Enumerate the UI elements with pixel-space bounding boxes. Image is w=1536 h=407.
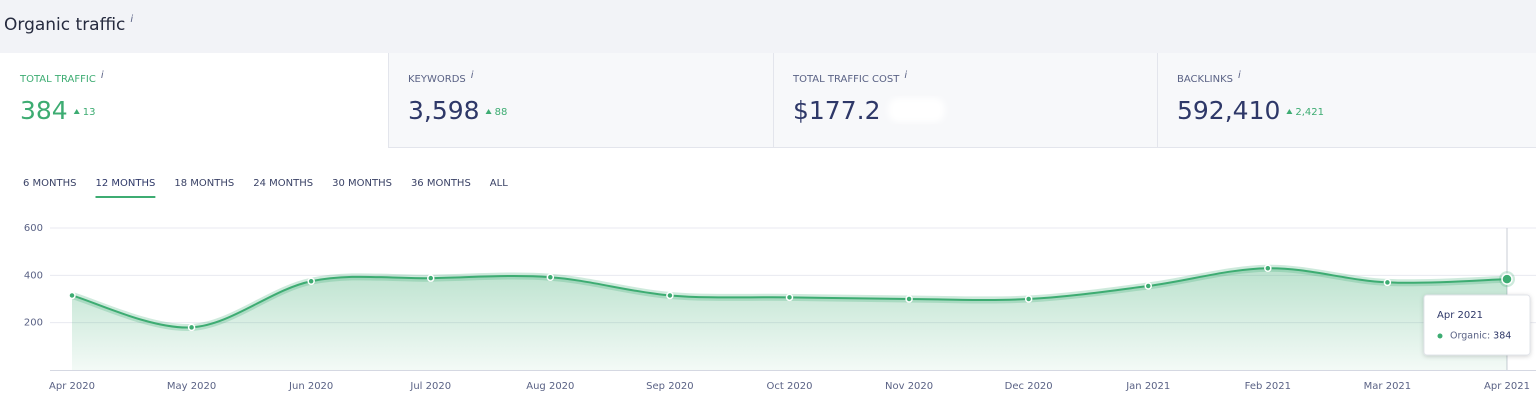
point xyxy=(1383,278,1392,287)
period-tab[interactable]: 30 MONTHS xyxy=(332,178,392,189)
y-tick-label: 400 xyxy=(24,270,43,281)
period-tab[interactable]: ALL xyxy=(490,178,508,189)
metric-label: BACKLINKS xyxy=(1177,74,1233,85)
info-icon: i xyxy=(471,70,474,81)
period-tab[interactable]: 36 MONTHS xyxy=(411,178,471,189)
x-tick-label: Oct 2020 xyxy=(767,381,813,392)
x-tick-label: Jan 2021 xyxy=(1125,381,1170,392)
tooltip-series: Organic: xyxy=(1450,331,1490,342)
point xyxy=(666,291,674,300)
active-tab-underline xyxy=(95,196,156,198)
metric-value: 3,598 xyxy=(408,96,480,125)
y-tick-label: 200 xyxy=(24,318,43,329)
x-tick-label: Sep 2020 xyxy=(646,381,693,392)
info-icon: i xyxy=(101,70,104,81)
change-arrow xyxy=(485,109,492,114)
period-tab[interactable]: 12 MONTHS xyxy=(96,178,156,189)
y-tick-label: 600 xyxy=(24,223,43,234)
x-tick-label: Mar 2021 xyxy=(1364,381,1412,392)
metric-change: 2,421 xyxy=(1295,107,1324,118)
point xyxy=(187,323,196,332)
point xyxy=(307,277,315,285)
metric-value: $177.2 xyxy=(793,96,880,125)
area-fill xyxy=(72,268,1507,370)
change-arrow xyxy=(1286,109,1293,114)
metric-label: TOTAL TRAFFIC COST xyxy=(792,74,900,85)
x-tick-label: Apr 2020 xyxy=(49,381,95,392)
info-icon: i xyxy=(904,70,907,81)
point xyxy=(546,273,555,281)
metric-change: 88 xyxy=(495,107,508,118)
info-icon: i xyxy=(1238,70,1241,81)
metric-value: 384 xyxy=(20,96,68,125)
period-tab[interactable]: 18 MONTHS xyxy=(174,178,234,189)
x-tick-label: Jul 2020 xyxy=(409,381,451,392)
change-arrow xyxy=(73,109,80,114)
point xyxy=(1024,295,1033,303)
point xyxy=(1501,273,1513,285)
tooltip-title: Apr 2021 xyxy=(1437,310,1483,321)
metric-label: TOTAL TRAFFIC xyxy=(19,74,96,85)
period-tab[interactable]: 24 MONTHS xyxy=(253,178,313,189)
redacted xyxy=(888,98,945,122)
header-bg xyxy=(0,0,1536,53)
x-tick-label: Jun 2020 xyxy=(288,381,333,392)
metric-change: 13 xyxy=(83,107,96,118)
metric-label: KEYWORDS xyxy=(408,74,466,85)
metric-value: 592,410 xyxy=(1177,96,1280,125)
page-title: Organic traffic xyxy=(4,15,125,35)
x-tick-label: May 2020 xyxy=(167,381,216,392)
x-tick-label: Aug 2020 xyxy=(526,381,574,392)
x-tick-label: Dec 2020 xyxy=(1005,381,1053,392)
point xyxy=(427,274,435,282)
point xyxy=(905,295,913,303)
point xyxy=(68,291,76,300)
metric-card-active xyxy=(0,53,388,148)
point xyxy=(1264,264,1272,272)
period-tab[interactable]: 6 MONTHS xyxy=(23,178,77,189)
point xyxy=(1144,282,1152,290)
x-tick-label: Apr 2021 xyxy=(1484,381,1530,392)
x-tick-label: Feb 2021 xyxy=(1245,381,1291,392)
tooltip xyxy=(1423,294,1531,356)
x-tick-label: Nov 2020 xyxy=(885,381,933,392)
info-icon: i xyxy=(130,14,133,25)
tooltip-value: 384 xyxy=(1493,331,1511,342)
point xyxy=(785,293,794,302)
tooltip-dot xyxy=(1437,333,1443,339)
